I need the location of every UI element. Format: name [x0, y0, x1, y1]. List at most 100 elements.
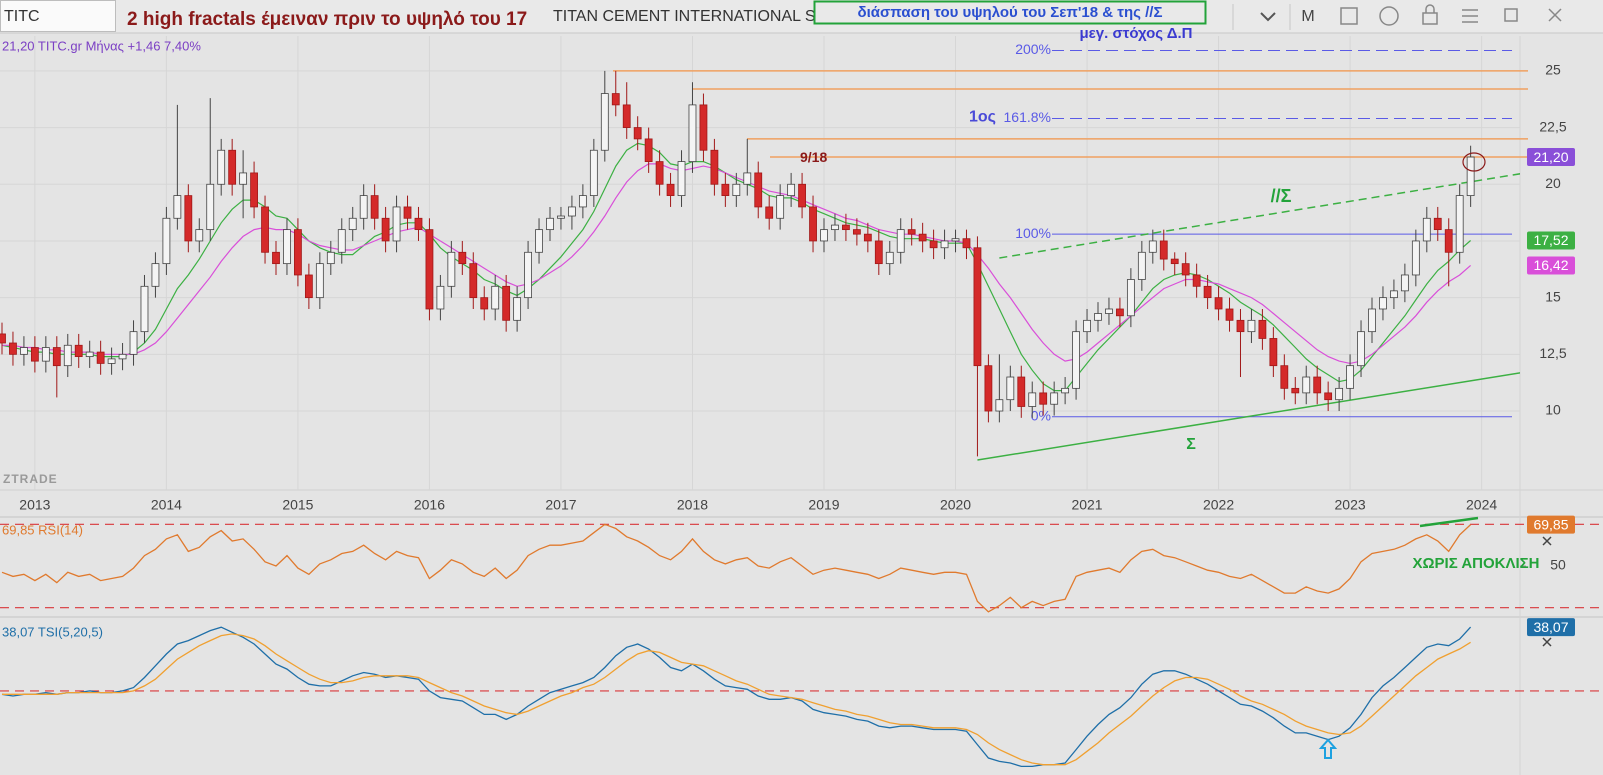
- fib-label: 200%: [1015, 41, 1051, 57]
- indicator-header: 38,07 TSI(5,20,5): [2, 624, 103, 639]
- candle-body: [600, 93, 609, 151]
- candle-body: [63, 344, 72, 367]
- candle-body: [1280, 365, 1289, 389]
- candle-body: [546, 217, 554, 231]
- candle-body: [874, 240, 883, 265]
- candle-body: [392, 206, 401, 242]
- candle-body: [261, 206, 269, 253]
- candle-body: [1105, 308, 1113, 314]
- candle-body: [589, 149, 598, 197]
- candle-body: [1203, 285, 1212, 299]
- candle-body: [326, 251, 335, 265]
- indicator-header: 69,85 RSI(14): [2, 522, 83, 537]
- breakout-box: [813, 0, 1207, 25]
- instrument-name: TITAN CEMENT INTERNATIONAL SA: [553, 8, 827, 25]
- candle-body: [315, 263, 324, 299]
- close-icon[interactable]: [1548, 8, 1562, 22]
- period-button[interactable]: M: [1301, 8, 1314, 25]
- candle-body: [721, 183, 730, 197]
- candle-body: [1072, 331, 1080, 389]
- candle-body: [918, 233, 927, 242]
- candle-body: [852, 229, 861, 235]
- candle-body: [1411, 240, 1420, 276]
- indicator-line: [1, 626, 1472, 768]
- panel-icon[interactable]: [1340, 7, 1358, 25]
- x-tick-label: 2016: [414, 497, 445, 513]
- restore-icon[interactable]: [1504, 8, 1518, 22]
- candle-body: [359, 195, 368, 219]
- candle-body: [885, 251, 894, 265]
- value-badge: [1527, 148, 1575, 167]
- candle-body: [480, 297, 489, 310]
- watermark: ZTRADE: [3, 472, 58, 486]
- candle-body: [1313, 376, 1322, 394]
- candle-body: [644, 138, 653, 162]
- value-badge: [1527, 618, 1575, 637]
- candle-body: [9, 342, 17, 355]
- candle-body: [1302, 376, 1311, 394]
- trend-label: //Σ: [1271, 186, 1292, 206]
- candle-body: [754, 172, 763, 208]
- comment-icon[interactable]: [1379, 6, 1399, 26]
- candle-body: [118, 353, 127, 360]
- symbol-box[interactable]: [0, 0, 116, 32]
- candle-body: [304, 274, 313, 299]
- dropdown-icon[interactable]: [1260, 12, 1276, 22]
- remove-indicator[interactable]: [1542, 536, 1552, 546]
- candle-body: [951, 238, 960, 242]
- y-tick-label: 15: [1545, 288, 1561, 304]
- candle-body: [1181, 263, 1190, 276]
- candle-body: [140, 285, 149, 333]
- candle-body: [1258, 319, 1267, 339]
- candle-body: [1192, 274, 1201, 287]
- candle-body: [1116, 308, 1124, 317]
- candle-body: [699, 104, 708, 151]
- value-badge-label: 38,07: [1533, 619, 1568, 635]
- fib-label: 161.8%: [1004, 109, 1051, 125]
- candle-body: [1236, 319, 1245, 333]
- candle-body: [633, 127, 642, 140]
- x-tick-label: 2019: [808, 497, 839, 513]
- remove-indicator[interactable]: [1542, 637, 1552, 647]
- candle-body: [907, 229, 916, 235]
- candle-body: [513, 297, 522, 321]
- candle-body: [1466, 156, 1475, 197]
- lock-icon[interactable]: [1422, 12, 1438, 25]
- candle-body: [798, 183, 806, 208]
- candle-body: [820, 229, 828, 242]
- candle-body: [1346, 365, 1354, 389]
- highlight-ellipse: [1462, 152, 1486, 172]
- candle-body: [1225, 308, 1234, 321]
- candle-body: [0, 333, 6, 344]
- candle-body: [973, 247, 982, 367]
- note: 2 high fractals έμειναν πριν το υψηλό το…: [127, 9, 527, 30]
- candle-body: [1357, 331, 1365, 367]
- candle-body: [578, 195, 587, 208]
- value-badge-label: 21,20: [1533, 149, 1568, 165]
- candle-body: [1247, 319, 1256, 333]
- candle-body: [1159, 240, 1168, 260]
- x-tick-label: 2023: [1335, 497, 1366, 513]
- menu-icon[interactable]: [1462, 9, 1478, 23]
- candle-body: [1422, 217, 1431, 242]
- x-tick-label: 2022: [1203, 497, 1234, 513]
- target-note: μεγ. στόχος Δ.Π: [1080, 25, 1193, 42]
- candle-body: [1126, 279, 1135, 317]
- candle-body: [195, 229, 204, 242]
- candle-body: [611, 93, 620, 106]
- candle-body: [52, 347, 61, 367]
- fib-label: 0%: [1031, 407, 1051, 423]
- candle-body: [896, 229, 905, 253]
- x-tick-label: 2013: [19, 497, 50, 513]
- candle-body: [1028, 392, 1037, 407]
- symbol[interactable]: TITC: [4, 8, 40, 25]
- candle-body: [1455, 195, 1464, 253]
- candle-body: [1214, 297, 1223, 310]
- candle-body: [458, 251, 467, 265]
- x-tick-label: 2021: [1071, 497, 1102, 513]
- candle-body: [962, 238, 971, 249]
- candle-body: [1017, 376, 1026, 407]
- candle-body: [162, 217, 171, 265]
- tsi-pane: 38,07 38,07 TSI(5,20,5): [0, 618, 1603, 768]
